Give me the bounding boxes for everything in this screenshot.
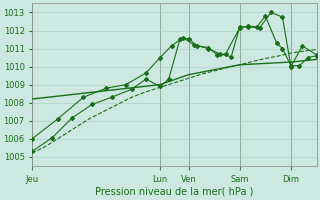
X-axis label: Pression niveau de la mer( hPa ): Pression niveau de la mer( hPa ) [95, 187, 253, 197]
